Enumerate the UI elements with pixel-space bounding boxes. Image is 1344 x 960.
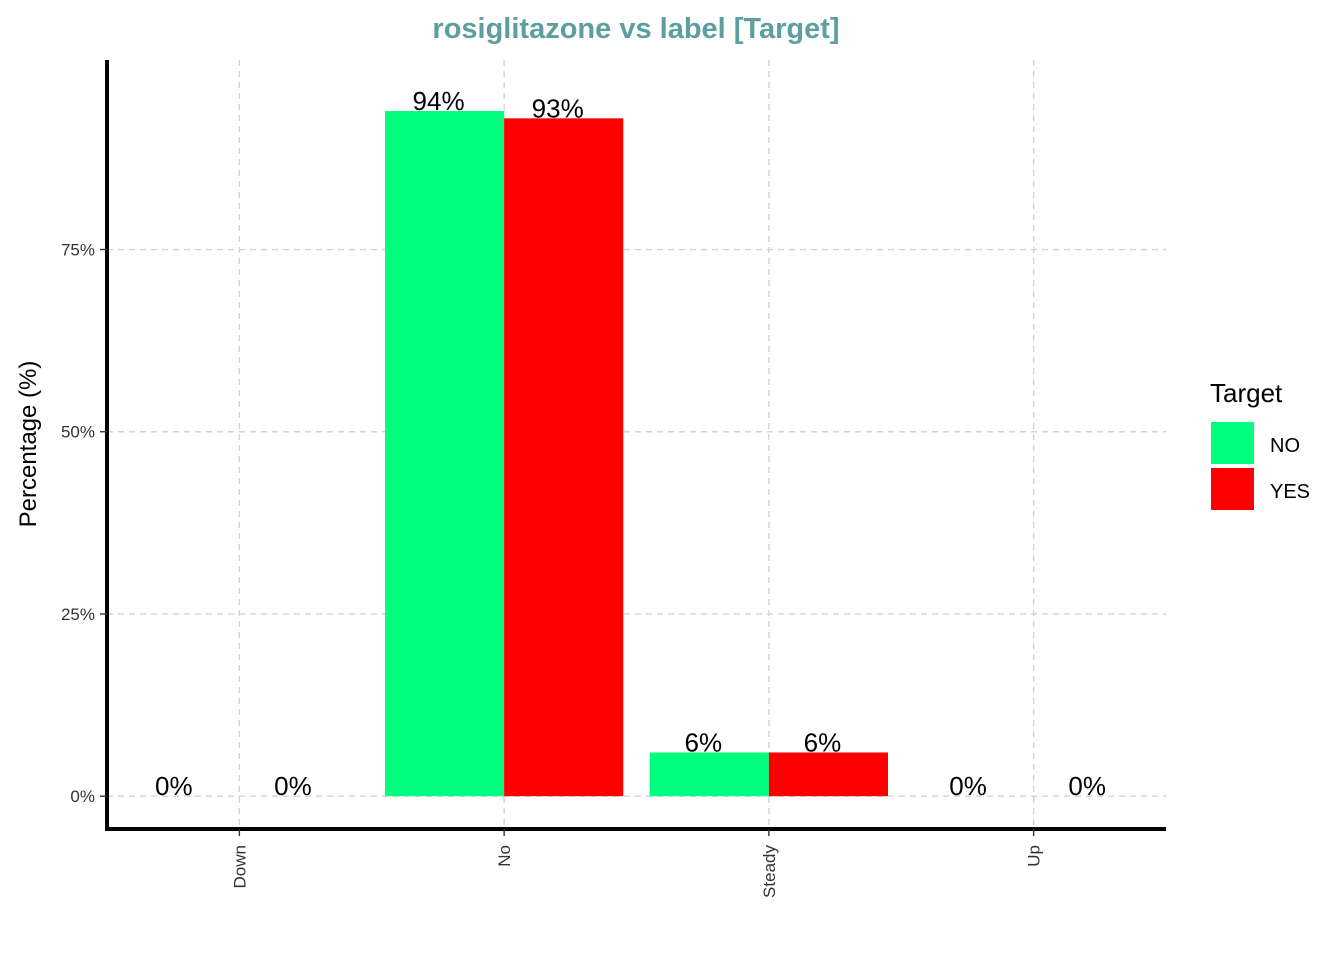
data-label: 0% xyxy=(1068,771,1106,801)
bar-steady-no xyxy=(649,752,769,797)
bars xyxy=(384,111,889,797)
bar-no-no xyxy=(384,111,505,797)
grid-lines xyxy=(107,60,1166,829)
chart-title: rosiglitazone vs label [Target] xyxy=(432,13,839,45)
data-label: 6% xyxy=(804,727,842,757)
x-tick-label: Steady xyxy=(760,845,779,898)
data-label: 0% xyxy=(274,771,312,801)
data-label: 6% xyxy=(685,727,723,757)
x-tick-label: Up xyxy=(1025,845,1044,867)
bar-no-yes xyxy=(504,118,624,797)
y-axis-ticks: 0% 25% 50% 75% xyxy=(61,241,107,806)
axes xyxy=(105,60,1166,831)
legend-key-yes xyxy=(1211,468,1254,510)
data-label: 93% xyxy=(532,93,584,123)
y-tick-label: 0% xyxy=(70,787,95,806)
data-labels: 0% 0% 94% 93% 6% 6% 0% 0% xyxy=(155,86,1106,801)
y-tick-label: 25% xyxy=(61,605,95,624)
x-axis-ticks: Down No Steady Up xyxy=(230,829,1044,898)
legend-label: YES xyxy=(1270,481,1310,503)
legend-key-no xyxy=(1211,422,1254,464)
data-label: 0% xyxy=(155,771,193,801)
data-label: 0% xyxy=(949,771,987,801)
y-tick-label: 50% xyxy=(61,423,95,442)
x-tick-label: Down xyxy=(230,845,249,888)
x-tick-label: No xyxy=(495,845,514,867)
legend: Target NO YES xyxy=(1210,378,1310,510)
data-label: 94% xyxy=(413,86,465,116)
y-axis-label: Percentage (%) xyxy=(15,361,42,528)
legend-label: NO xyxy=(1270,435,1300,457)
y-tick-label: 75% xyxy=(61,241,95,260)
bar-steady-yes xyxy=(768,752,889,797)
legend-title: Target xyxy=(1210,378,1283,408)
